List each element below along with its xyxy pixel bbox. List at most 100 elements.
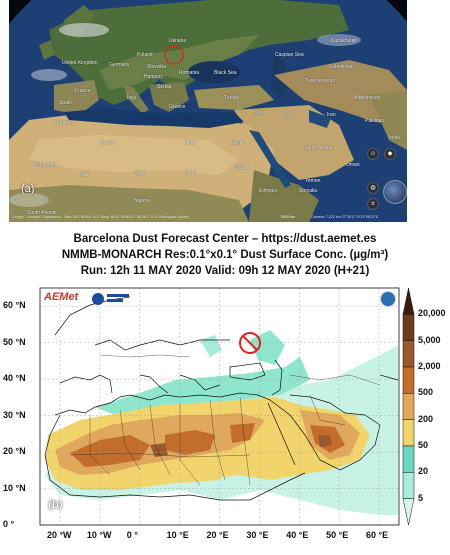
colorbar-tick-label: 50 — [418, 440, 429, 450]
longitude-label: 30 °E — [246, 530, 269, 540]
country-label: Romania — [179, 70, 200, 76]
map-scale: 2000 km — [281, 215, 295, 219]
longitude-label: 10 °E — [166, 530, 189, 540]
region-highlight-marker — [239, 332, 261, 354]
country-label: Morocco — [54, 120, 74, 126]
sea-label: Caspian Sea — [275, 52, 304, 58]
colorbar-segment — [402, 287, 415, 315]
latitude-label: 50 °N — [3, 336, 26, 347]
forecast-title-line-1: Barcelona Dust Forecast Center – https:/… — [73, 233, 377, 245]
colorbar-segment — [402, 340, 415, 368]
longitude-label: 40 °E — [286, 530, 309, 540]
map-frame — [39, 287, 400, 526]
colorbar-segment — [402, 393, 415, 420]
country-label: Pakistan — [365, 118, 385, 124]
dust-concentration-map: AEMet (b) 60 °N 50 °N 40 °N 30 °N 20 °N 10 °N… — [0, 285, 450, 550]
country-label: Saudi Arabia — [304, 145, 333, 151]
country-label: Italy — [127, 95, 137, 101]
country-label: India — [389, 135, 400, 141]
colorbar-segment — [402, 366, 415, 394]
country-label: Ethiopia — [259, 188, 278, 194]
country-label: Nigeria — [134, 198, 150, 204]
longitude-label: 60 °E — [366, 530, 389, 540]
country-label: Uzbekistan — [329, 64, 354, 70]
country-label: Egypt — [231, 140, 244, 146]
longitude-label: 10 °W — [86, 530, 112, 540]
country-label: Afghanistan — [354, 95, 381, 101]
compass-icon[interactable]: ◆ — [384, 148, 396, 160]
latitude-label: 10 °N — [3, 482, 26, 493]
country-label: Iran — [327, 112, 336, 118]
dust-map-canvas — [39, 287, 415, 526]
sea-label: Black Sea — [214, 70, 237, 76]
country-label: Greece — [169, 104, 186, 110]
colorbar-tick-label: 5,000 — [418, 334, 441, 345]
partner-logo-text-bar — [107, 299, 123, 302]
colorbar-segment — [402, 445, 415, 473]
map-attribution: Google · Landsat / Copernicus · Data SIO… — [12, 215, 189, 219]
camera-readout: Camera: 7,223 km 37°26'17"N 23°08'22"E — [311, 215, 379, 219]
colorbar-tick-label: 20 — [418, 466, 429, 477]
country-label: United Kingdom — [62, 60, 98, 66]
country-borders — [69, 354, 381, 486]
country-label: Germany — [109, 62, 130, 68]
wmo-logo-icon — [380, 291, 396, 307]
graticule — [40, 288, 399, 526]
globe-terrain — [9, 0, 407, 222]
country-label: Kazakhstan — [331, 38, 358, 44]
forecast-title-line-3: Run: 12h 11 MAY 2020 Valid: 09h 12 MAY 2… — [80, 265, 370, 277]
partner-logo-text-bar — [107, 294, 129, 297]
aemet-logo: AEMet — [44, 291, 79, 303]
country-label: Spain — [59, 100, 72, 106]
colorbar-tick-label: 5 — [418, 492, 424, 503]
country-label: Slovakia — [147, 64, 166, 70]
sea-label: South Atlantic — [27, 210, 58, 216]
colorbar-tick-label: 2,000 — [418, 361, 441, 371]
colorbar-tick-label: 200 — [418, 413, 434, 424]
country-label: Iraq — [282, 113, 291, 119]
country-label: Chad — [184, 170, 196, 176]
coastlines — [44, 296, 399, 501]
longitude-label: 0 ° — [126, 530, 138, 540]
country-label: Somalia — [299, 188, 318, 194]
region-highlight-circle — [164, 45, 184, 65]
panel-a-tag: (a) — [21, 183, 35, 195]
colorbar-tick-label: 500 — [418, 387, 434, 398]
longitude-label: 20 °W — [46, 530, 72, 540]
country-label: Oman — [346, 162, 360, 168]
country-label: Syria — [254, 110, 266, 116]
country-label: Turkey — [224, 95, 240, 101]
street-view-icon[interactable]: ☺ — [367, 148, 379, 160]
country-label: Algeria — [99, 140, 115, 146]
country-label: Turkmenistan — [305, 78, 336, 84]
country-label: Poland — [137, 52, 153, 58]
country-label: Ukraine — [169, 38, 187, 44]
3d-toggle-icon[interactable]: ◍ — [367, 182, 379, 194]
colorbar-segment — [402, 472, 415, 499]
latitude-label: 40 °N — [3, 373, 26, 384]
zoom-icon[interactable]: ± — [367, 198, 379, 210]
colorbar-segment — [402, 314, 415, 341]
country-label: Sudan — [234, 165, 249, 171]
country-label: Mali — [79, 172, 89, 178]
dust-field — [45, 330, 398, 515]
mini-globe-icon[interactable] — [383, 180, 407, 204]
latitude-label: 20 °N — [3, 446, 26, 457]
colorbar — [402, 287, 415, 526]
forecast-title: Barcelona Dust Forecast Center – https:/… — [0, 231, 450, 279]
longitude-label: 50 °E — [326, 530, 349, 540]
forecast-title-line-2: NMMB-MONARCH Res:0.1°x0.1° Dust Surface … — [61, 249, 389, 261]
globe-satellite-view[interactable]: Ukraine Kazakhstan United Kingdom German… — [9, 0, 407, 222]
country-label: Niger — [134, 170, 146, 176]
latitude-label: 60 °N — [3, 300, 26, 311]
country-label: Yemen — [305, 178, 321, 184]
latitude-label: 30 °N — [3, 409, 26, 420]
colorbar-segment — [402, 498, 415, 526]
country-label: France — [75, 88, 91, 94]
partner-logo-icon — [92, 293, 104, 305]
panel-b-tag: (b) — [48, 497, 63, 511]
colorbar-tick-label: 20,000 — [418, 308, 446, 319]
country-label: Libya — [184, 140, 196, 146]
latitude-label: 0 ° — [3, 519, 15, 529]
country-label: Serbia — [157, 84, 172, 90]
